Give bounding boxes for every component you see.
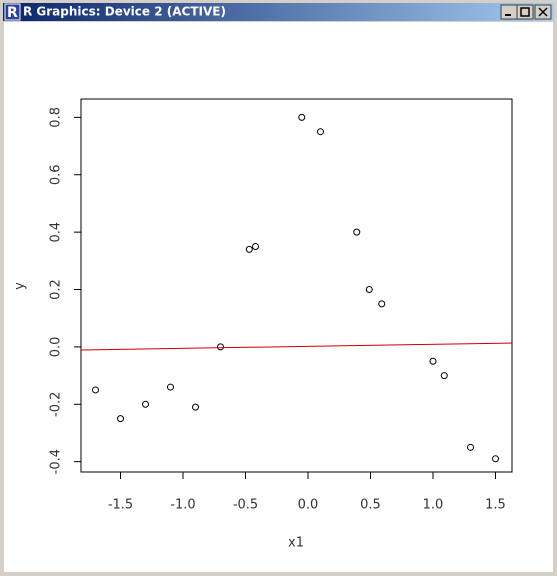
x-tick-label: 0.0 (298, 498, 319, 513)
y-tick-label: 0.2 (49, 279, 64, 300)
y-tick-label: -0.2 (49, 392, 64, 417)
y-tick-label: 0.4 (49, 222, 64, 243)
app-icon-letter: R (7, 5, 18, 21)
point (245, 245, 253, 253)
maximize-button[interactable] (516, 4, 534, 20)
point (440, 372, 448, 380)
point (217, 343, 224, 351)
y-tick-label: 0.6 (49, 164, 64, 185)
plot-box (80, 98, 513, 473)
x-tick-label: 0.5 (360, 498, 381, 513)
point (117, 415, 124, 423)
point (192, 403, 199, 411)
plot: -1.5 -1.0 -0.5 0.0 0.5 1.0 1.5 -0.4 -0.2 0.0 0.2 0.… (49, 107, 513, 513)
x-tick-label: -0.5 (233, 498, 258, 513)
plot-device (4, 22, 553, 572)
y-tick-label: 0.8 (49, 107, 64, 128)
point (298, 113, 306, 121)
point (365, 286, 373, 294)
x-axis-label: x1 (288, 536, 304, 551)
app-icon (4, 3, 21, 21)
point (92, 386, 99, 394)
point (167, 383, 174, 391)
regression-line (80, 342, 513, 351)
point (429, 357, 437, 365)
point (317, 128, 324, 136)
point (252, 242, 259, 250)
y-tick-label: -0.4 (49, 449, 64, 474)
point (378, 300, 386, 308)
x-tick-label: -1.0 (170, 498, 195, 513)
maximize-icon (520, 7, 530, 17)
point (492, 455, 499, 463)
point (353, 228, 361, 236)
window-buttons (500, 4, 552, 20)
y-axis-label: y (13, 282, 28, 290)
minimize-button[interactable] (500, 4, 518, 20)
x-tick-label: 1.5 (485, 498, 506, 513)
x-tick-label: -1.5 (108, 498, 133, 513)
close-icon (538, 7, 548, 17)
point (142, 400, 149, 408)
point (467, 443, 474, 451)
title-bar (3, 3, 554, 21)
window-title: R Graphics: Device 2 (ACTIVE) (23, 5, 226, 19)
y-tick-label: 0.0 (49, 337, 64, 358)
x-tick-label: 1.0 (423, 498, 444, 513)
